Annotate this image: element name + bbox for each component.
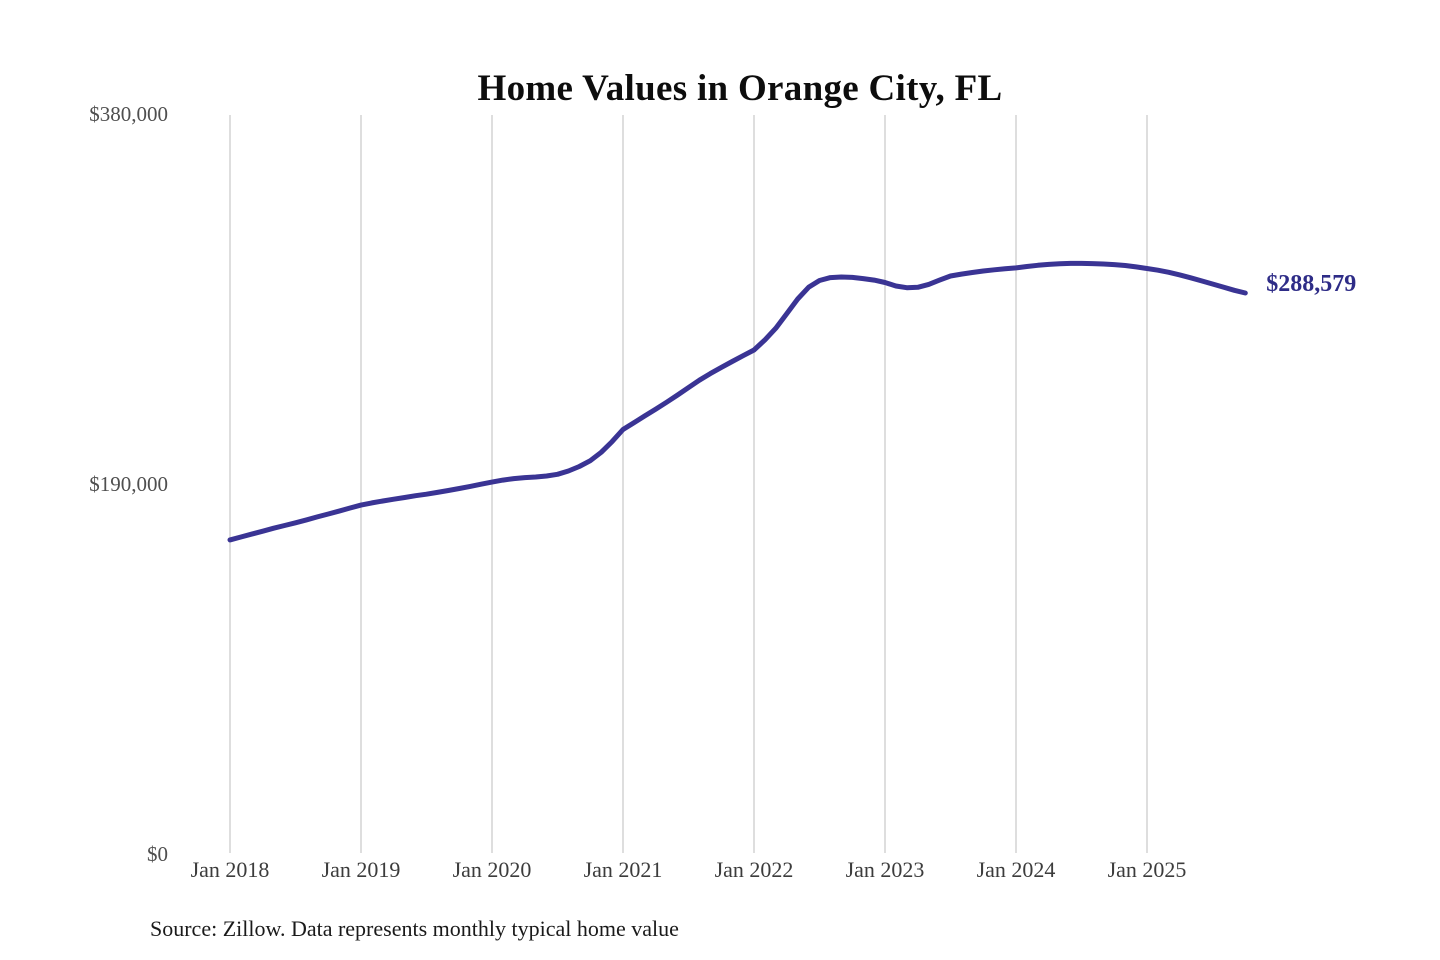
current-value-label: $288,579 xyxy=(1266,271,1357,298)
x-tick-label: Jan 2022 xyxy=(714,857,794,882)
chart-title: Home Values in Orange City, FL xyxy=(477,67,1003,109)
value-line xyxy=(227,260,1248,543)
y-tick-label: $380,000 xyxy=(89,102,168,126)
x-tick-label: Jan 2020 xyxy=(452,857,532,882)
x-tick-label: Jan 2025 xyxy=(1107,857,1187,882)
y-tick-label: $190,000 xyxy=(89,472,168,496)
x-tick-label: Jan 2018 xyxy=(190,857,270,882)
x-tick-label: Jan 2021 xyxy=(583,857,663,882)
y-tick-label: $0 xyxy=(147,842,168,866)
source-note: Source: Zillow. Data represents monthly … xyxy=(150,916,679,941)
x-tick-label: Jan 2019 xyxy=(321,857,401,882)
x-tick-label: Jan 2024 xyxy=(976,857,1056,882)
x-tick-label: Jan 2023 xyxy=(845,857,925,882)
